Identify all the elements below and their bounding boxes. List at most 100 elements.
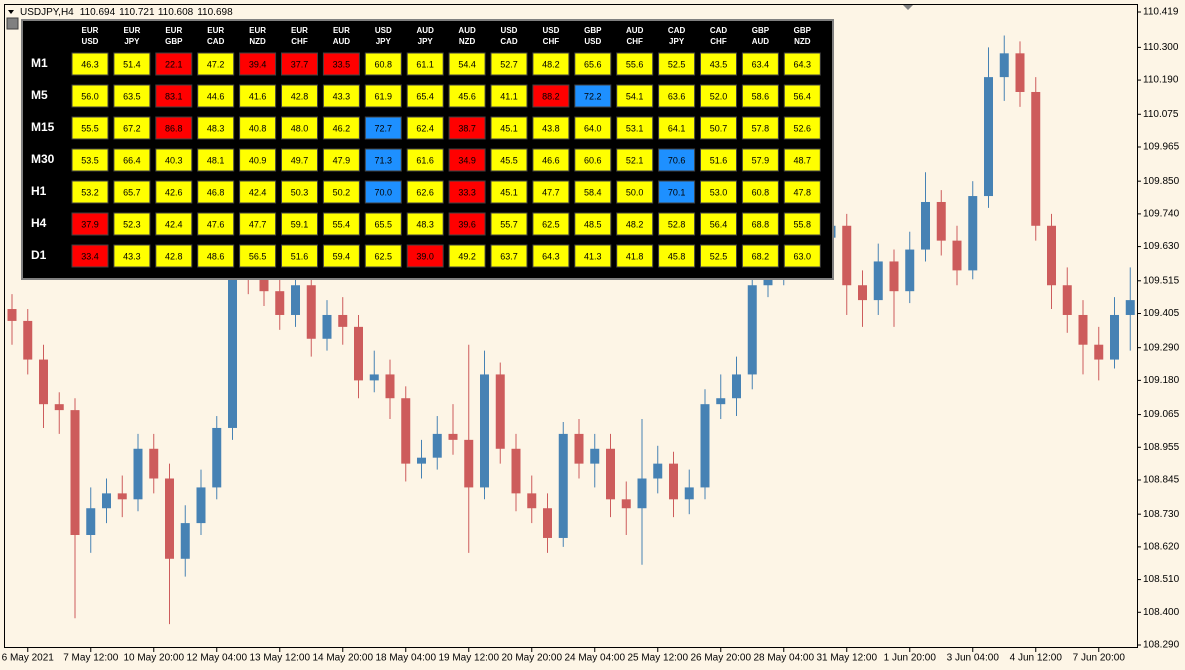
y-tick-label: 109.290 (1143, 342, 1180, 353)
candle-body (905, 249, 915, 292)
y-tick-label: 109.065 (1143, 409, 1180, 420)
quote-open: 110.694 (80, 7, 116, 18)
cell-box (783, 244, 821, 268)
cell-box (658, 212, 696, 236)
candle-body (54, 404, 64, 411)
candle-body (7, 309, 17, 321)
cell-box (197, 180, 235, 204)
indicator-button[interactable] (6, 17, 19, 30)
cell-box (322, 180, 360, 204)
cell-box (574, 52, 612, 76)
cell-box (532, 212, 570, 236)
cell-value: 63.6 (668, 91, 686, 101)
cell-box (741, 180, 779, 204)
cell-box (448, 116, 486, 140)
cell-box (113, 148, 151, 172)
y-tick-label: 110.075 (1143, 109, 1179, 120)
cell-value: 64.1 (668, 123, 686, 133)
candle-body (306, 285, 316, 339)
cell-box (239, 148, 277, 172)
y-tick-label: 108.730 (1143, 509, 1180, 520)
cell-value: 59.1 (291, 219, 309, 229)
candle-body (842, 225, 852, 286)
cell-value: 68.2 (752, 251, 770, 261)
cell-box (574, 244, 612, 268)
cell-value: 57.8 (752, 123, 770, 133)
cell-box (741, 84, 779, 108)
candle-body (952, 240, 962, 271)
column-header: JPY (376, 37, 392, 46)
cell-box (155, 148, 193, 172)
candle-body (700, 404, 710, 488)
column-header: CAD (668, 26, 686, 35)
y-tick-label: 108.510 (1143, 574, 1180, 585)
cell-box (741, 116, 779, 140)
cell-value: 65.4 (416, 91, 434, 101)
cell-box (281, 148, 318, 172)
cell-box (490, 52, 528, 76)
cell-value: 58.4 (584, 187, 602, 197)
cell-box (197, 244, 235, 268)
cell-value: 53.1 (626, 123, 644, 133)
cell-value: 40.3 (165, 155, 183, 165)
cell-value: 52.1 (626, 155, 644, 165)
cell-box (113, 116, 151, 140)
cell-value: 46.8 (207, 187, 225, 197)
y-tick-label: 108.290 (1143, 640, 1180, 651)
cell-box (490, 180, 528, 204)
x-tick-label: 10 May 20:00 (123, 653, 184, 664)
cell-value: 33.4 (81, 251, 99, 261)
x-tick-label: 13 May 12:00 (249, 653, 310, 664)
cell-value: 37.9 (81, 219, 99, 229)
cell-value: 63.4 (752, 59, 770, 69)
cell-value: 33.3 (458, 187, 476, 197)
menu-arrow[interactable] (8, 10, 14, 14)
cell-box (574, 116, 612, 140)
cell-box (155, 52, 193, 76)
x-tick-label: 25 May 12:00 (627, 653, 688, 664)
cell-box (71, 116, 109, 140)
candle-body (873, 261, 883, 301)
cell-value: 45.8 (668, 251, 686, 261)
cell-box (448, 212, 486, 236)
y-tick-label: 109.180 (1143, 375, 1180, 386)
candle-body (606, 448, 615, 500)
y-tick-label: 108.620 (1143, 542, 1180, 553)
cell-value: 62.6 (416, 187, 434, 197)
y-tick-label: 108.400 (1143, 607, 1180, 618)
candle-body (889, 261, 899, 292)
cell-value: 55.4 (333, 219, 351, 229)
cell-value: 41.6 (249, 91, 267, 101)
column-header: GBP (752, 26, 770, 35)
cell-value: 70.0 (375, 187, 393, 197)
cell-value: 45.6 (458, 91, 476, 101)
cell-box (658, 116, 696, 140)
cell-box (700, 244, 737, 268)
cell-value: 43.5 (710, 59, 728, 69)
candle-body (291, 285, 300, 315)
cell-value: 55.7 (500, 219, 518, 229)
cell-box (658, 52, 696, 76)
candle-body (212, 427, 222, 488)
cell-value: 64.0 (584, 123, 602, 133)
y-tick-label: 110.300 (1143, 42, 1179, 53)
cell-box (741, 212, 779, 236)
cell-box (406, 52, 444, 76)
cell-value: 61.6 (416, 155, 434, 165)
x-tick-label: 20 May 20:00 (501, 653, 562, 664)
cell-value: 39.0 (416, 251, 434, 261)
cell-value: 34.9 (458, 155, 476, 165)
x-tick-label: 4 Jun 12:00 (1010, 653, 1063, 664)
cell-value: 53.0 (710, 187, 728, 197)
candle-body (23, 320, 33, 360)
cell-box (783, 52, 821, 76)
cell-box (71, 212, 109, 236)
y-tick-label: 109.740 (1143, 209, 1180, 220)
cell-box (239, 52, 277, 76)
column-header: CAD (500, 37, 518, 46)
row-label: H4 (31, 216, 47, 230)
cell-value: 48.0 (291, 123, 309, 133)
cell-value: 40.9 (249, 155, 267, 165)
cell-box (364, 116, 402, 140)
